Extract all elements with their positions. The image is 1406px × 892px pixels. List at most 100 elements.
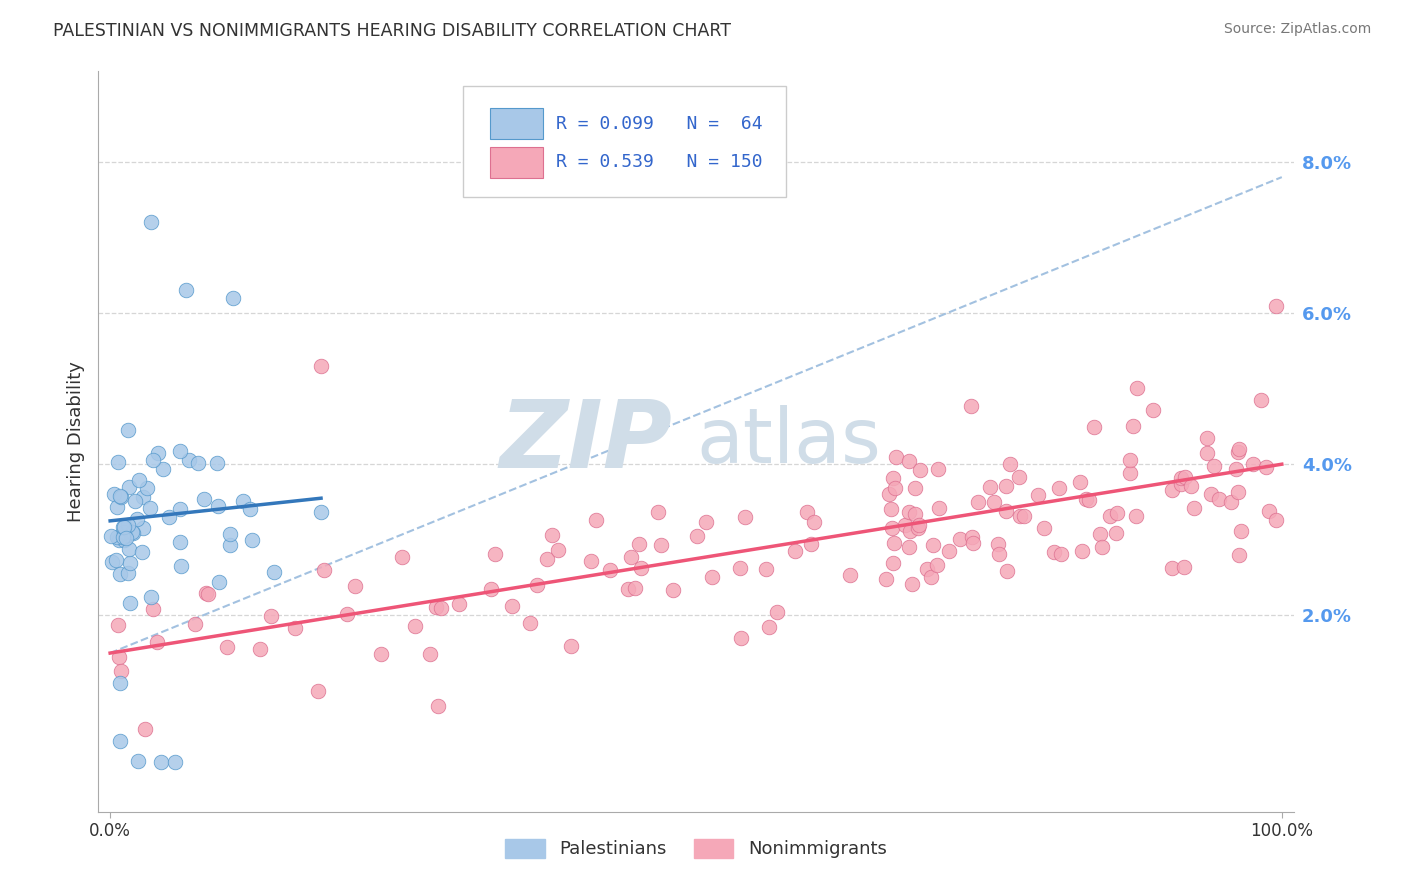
Point [1250,393,1272,408]
Point [309,505,332,519]
Point [479,582,502,597]
Point [127,754,149,768]
Point [960,530,983,544]
Point [118,556,141,570]
Point [1204,459,1226,474]
Point [124,494,146,508]
Point [519,615,541,630]
Point [309,359,332,373]
Point [427,698,450,713]
Point [112,525,135,540]
Point [108,489,131,503]
Point [391,550,413,565]
Point [1225,461,1247,475]
Point [647,505,669,519]
Point [998,457,1021,471]
Text: atlas: atlas [696,405,880,478]
Point [1254,460,1277,475]
Point [111,520,134,534]
Point [599,563,621,577]
Point [686,529,709,543]
Point [335,607,357,622]
Point [927,462,949,476]
Point [112,519,135,533]
Point [108,533,131,547]
Point [249,641,271,656]
Point [1071,544,1094,558]
Point [117,566,139,581]
Point [105,500,128,515]
Point [169,444,191,458]
FancyBboxPatch shape [491,147,543,178]
Point [894,517,917,532]
Point [1265,299,1288,313]
Text: ZIP: ZIP [499,395,672,488]
Point [883,535,905,549]
Point [901,576,924,591]
Point [915,561,938,575]
Point [1227,485,1250,500]
Point [728,560,751,574]
Point [125,512,148,526]
Point [134,722,156,736]
Point [114,532,136,546]
Point [284,621,307,635]
Point [177,453,200,467]
Point [630,561,652,575]
Point [1227,442,1250,456]
Point [928,500,950,515]
Point [344,579,367,593]
Text: PALESTINIAN VS NONIMMIGRANTS HEARING DISABILITY CORRELATION CHART: PALESTINIAN VS NONIMMIGRANTS HEARING DIS… [53,22,731,40]
Point [138,501,160,516]
Point [215,640,238,655]
Point [758,620,780,634]
Point [118,541,141,556]
Point [1083,420,1105,434]
Point [165,756,187,770]
Point [1257,504,1279,518]
Point [1008,508,1031,523]
Point [107,617,129,632]
Point [501,599,523,613]
Point [1197,431,1219,445]
Point [1199,487,1222,501]
Point [898,505,921,519]
Point [131,545,153,559]
Point [1033,521,1056,535]
Point [803,515,825,529]
Point [1208,491,1230,506]
Point [152,462,174,476]
Point [193,491,215,506]
Point [765,606,787,620]
Y-axis label: Hearing Disability: Hearing Disability [66,361,84,522]
Point [949,533,972,547]
Point [904,507,927,521]
Point [1118,466,1140,480]
Point [879,487,901,501]
Point [920,570,942,584]
Point [907,521,929,535]
Point [1195,445,1218,459]
Point [121,525,143,540]
Point [541,528,564,542]
Point [1160,483,1182,497]
Point [128,473,150,487]
Point [150,755,173,769]
Point [1119,452,1142,467]
Point [1078,493,1101,508]
Point [882,521,904,535]
Point [620,550,643,565]
Point [1227,548,1250,562]
Point [898,540,921,554]
Point [995,564,1018,578]
Point [136,481,159,495]
Point [404,619,426,633]
Point [207,456,229,470]
Point [157,509,180,524]
FancyBboxPatch shape [491,109,543,139]
Text: R = 0.539   N = 150: R = 0.539 N = 150 [557,153,763,171]
Point [197,587,219,601]
Point [107,455,129,469]
Point [1170,476,1192,491]
Point [112,533,135,548]
